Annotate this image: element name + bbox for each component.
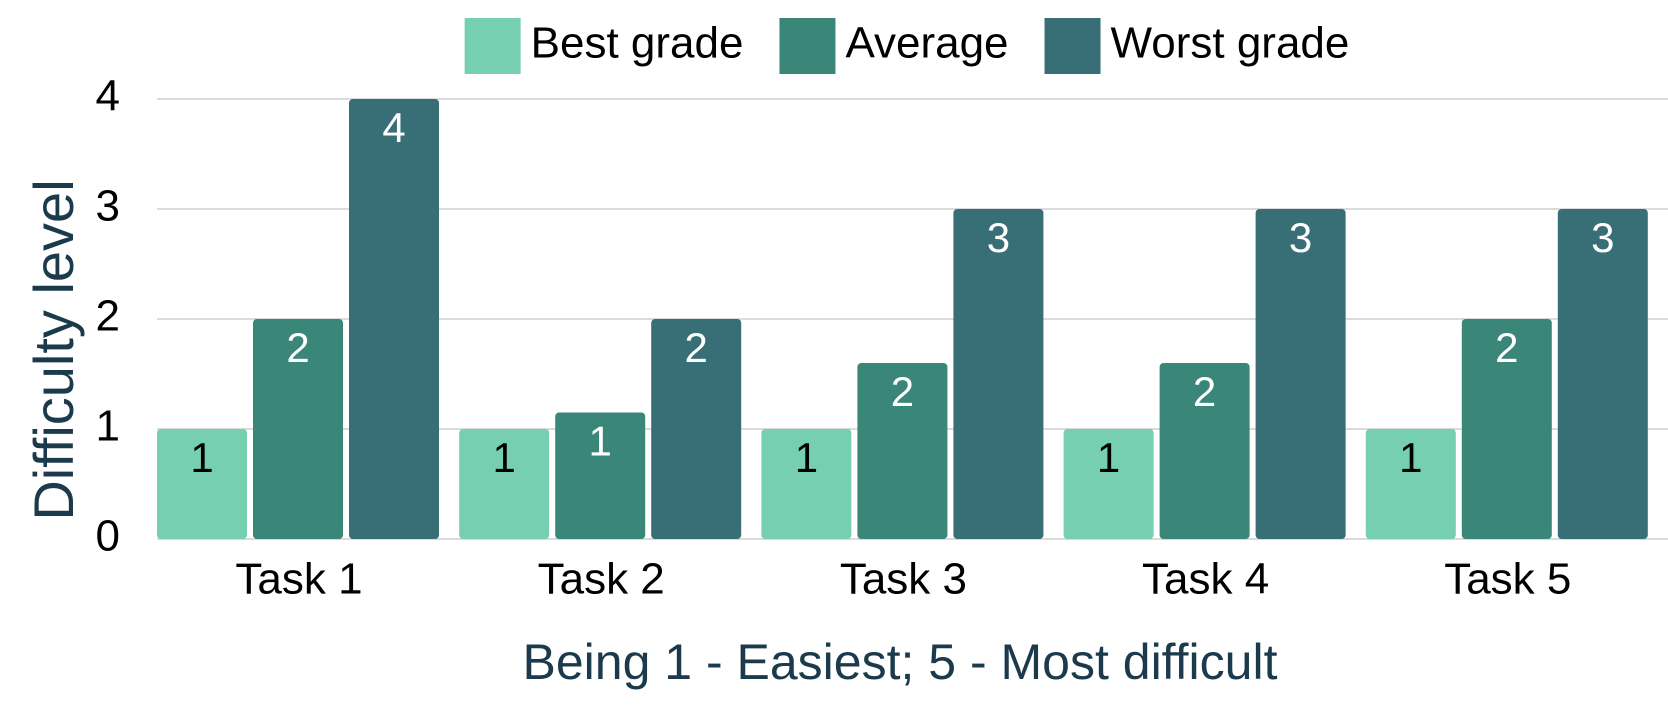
data-label: 2 [1193,368,1216,415]
y-tick-label: 0 [96,512,120,561]
legend-swatch [464,18,521,74]
bar [857,363,948,539]
data-label: 1 [1399,434,1422,481]
data-label: 1 [493,434,516,481]
bar [1461,319,1552,539]
legend-label: Best grade [531,19,744,68]
data-label: 1 [1097,434,1120,481]
bar [1557,209,1648,539]
legend-swatch [779,18,836,74]
data-label: 1 [795,434,818,481]
bar [555,412,646,539]
x-tick-label: Task 5 [1444,555,1571,604]
bar [1063,429,1154,539]
data-label: 2 [1495,324,1518,371]
bar [953,209,1044,539]
data-label: 2 [891,368,914,415]
data-label: 3 [1289,214,1312,261]
data-label: 1 [589,418,612,465]
y-tick-label: 1 [96,402,120,451]
bar [761,429,852,539]
x-axis-title: Being 1 - Easiest; 5 - Most difficult [523,634,1278,690]
y-tick-label: 2 [96,292,120,341]
x-tick-label: Task 4 [1142,555,1269,604]
legend-label: Worst grade [1111,19,1350,68]
data-label: 3 [987,214,1010,261]
bar [459,429,550,539]
legend-swatch [1044,18,1101,74]
data-label: 3 [1591,214,1614,261]
x-tick-label: Task 3 [840,555,967,604]
bar [651,319,742,539]
legend: Best grade Average Worst grade [464,18,1350,74]
data-label: 1 [190,434,213,481]
data-label: 2 [685,324,708,371]
bar [1365,429,1456,539]
bar [157,429,247,539]
bar [1255,209,1346,539]
y-tick-label: 4 [96,72,120,121]
legend-label: Average [845,19,1008,68]
y-axis-title: Difficulty level [22,179,85,520]
bar [1159,363,1250,539]
y-tick-label: 3 [96,182,120,231]
bar [349,99,439,539]
x-tick-label: Task 2 [538,555,665,604]
data-label: 4 [382,104,405,151]
bar [253,319,343,539]
data-label: 2 [286,324,309,371]
x-tick-label: Task 1 [235,555,362,604]
